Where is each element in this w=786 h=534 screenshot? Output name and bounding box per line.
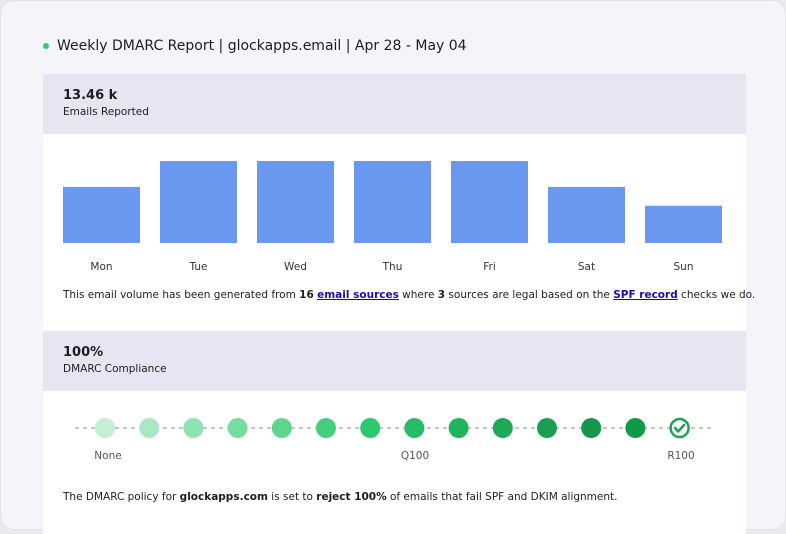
compliance-label: DMARC Compliance: [63, 363, 167, 375]
step-dot: [95, 418, 115, 438]
x-tick-label: Sun: [674, 261, 694, 273]
emails-bar-chart: Mon Tue Wed Thu Fri Sat Sun: [63, 161, 722, 273]
spf-record-link[interactable]: SPF record: [613, 289, 678, 301]
x-tick-label: Thu: [382, 261, 403, 273]
checkmark-icon: [673, 423, 686, 433]
step-dot: [581, 418, 602, 438]
step-check-icon: [669, 417, 690, 439]
step-dot: [139, 418, 160, 438]
step-dot: [227, 418, 248, 438]
bar-tue: [160, 161, 237, 243]
step-dot: [492, 418, 513, 438]
volume-description: This email volume has been generated fro…: [63, 289, 756, 301]
step-label-q100: Q100: [400, 450, 430, 462]
step-dot: [316, 418, 336, 438]
step-dot: [537, 418, 557, 438]
bar-thu: [354, 161, 431, 243]
emails-header: 13.46 k Emails Reported: [43, 74, 746, 134]
policy-description: The DMARC policy for glockapps.com is se…: [63, 491, 618, 503]
bar-sat: [548, 186, 625, 243]
x-tick-label: Wed: [284, 261, 307, 273]
step-dot: [271, 418, 292, 438]
step-dot: [360, 418, 381, 438]
bar-mon: [63, 186, 140, 243]
step-dot: [625, 418, 646, 438]
email-sources-link[interactable]: email sources: [317, 289, 399, 301]
step-dot: [404, 418, 425, 438]
compliance-header: 100% DMARC Compliance: [43, 331, 746, 391]
x-tick-label: Mon: [90, 261, 112, 273]
bar-sun: [645, 205, 722, 243]
emails-label: Emails Reported: [63, 106, 149, 118]
x-tick-label: Sat: [578, 261, 595, 273]
status-dot-icon: [43, 43, 49, 49]
x-tick-label: Tue: [189, 261, 208, 273]
compliance-value: 100%: [63, 345, 104, 360]
policy-steps: [75, 417, 711, 439]
step-dot: [448, 418, 469, 438]
step-dot: [183, 418, 204, 438]
bar-fri: [451, 161, 528, 243]
step-label-r100: R100: [667, 450, 695, 462]
bar-wed: [257, 161, 334, 243]
step-label-none: None: [94, 450, 122, 462]
x-tick-label: Fri: [483, 261, 496, 273]
report-title: Weekly DMARC Report | glockapps.email | …: [43, 38, 467, 54]
report-title-text: Weekly DMARC Report | glockapps.email | …: [57, 38, 467, 54]
emails-value: 13.46 k: [63, 88, 118, 103]
report-panel: 13.46 k Emails Reported Mon Tue Wed Thu Fri S…: [43, 74, 755, 534]
